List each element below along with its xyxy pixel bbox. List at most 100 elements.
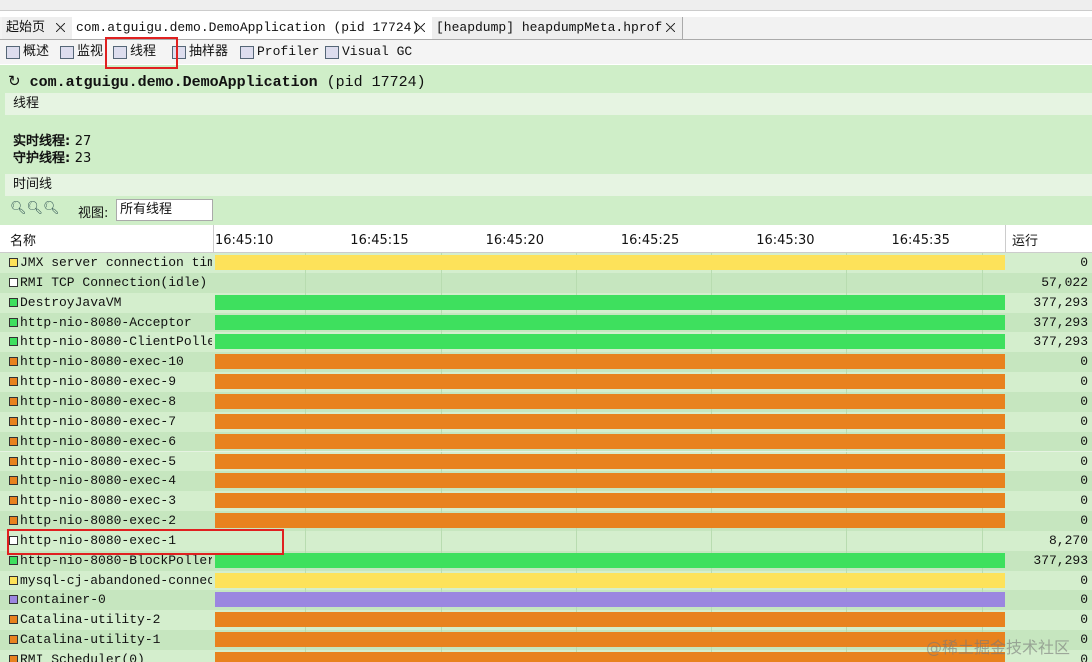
thread-name: http-nio-8080-Acceptor xyxy=(20,314,192,330)
thread-row: mysql-cj-abandoned-connecti 0 xyxy=(0,570,1092,592)
running-value: 0 xyxy=(1080,255,1088,270)
state-icon xyxy=(9,416,18,426)
state-icon xyxy=(9,297,18,307)
time-tick: 16:45:10 xyxy=(215,233,274,248)
subtab[interactable]: 监视 xyxy=(77,44,104,59)
subtab[interactable]: Profiler xyxy=(257,44,320,59)
running-value: 0 xyxy=(1080,632,1088,648)
running-value: 0 xyxy=(1080,652,1088,662)
time-tick: 16:45:25 xyxy=(620,233,680,248)
thread-name: http-nio-8080-exec-1 xyxy=(20,532,177,548)
thread-name: mysql-cj-abandoned-connecti xyxy=(20,572,212,588)
table-body: JMX server connection timeo 0 RMI TCP Conn… xyxy=(0,253,1092,662)
thread-row: http-nio-8080-exec-4 0 xyxy=(0,471,1092,493)
tab-label: 起始页 xyxy=(6,20,46,35)
thread-name: http-nio-8080-exec-4 xyxy=(20,473,177,489)
thread-name: http-nio-8080-exec-5 xyxy=(20,453,177,469)
grid-line xyxy=(440,272,442,293)
daemon-threads: 守护线程: 23 xyxy=(13,147,91,166)
running-value: 0 xyxy=(1080,572,1088,588)
running-value: 0 xyxy=(1080,493,1088,509)
section-header: 时间线 xyxy=(5,174,1092,196)
tab-bar: 起始页 com.atguigu.demo.DemoApplication (pid… xyxy=(0,17,1092,40)
running-value: 0 xyxy=(1080,473,1088,489)
thread-row: container-0 0 xyxy=(0,590,1092,612)
state-icon xyxy=(9,655,18,662)
running-value: 377,293 xyxy=(1033,314,1088,330)
subtab[interactable]: 概述 xyxy=(23,44,50,59)
grid-line xyxy=(981,530,983,551)
running-value: 0 xyxy=(1080,393,1088,409)
running-value: 377,293 xyxy=(1033,334,1088,350)
state-bar xyxy=(215,334,1005,350)
thread-name: Catalina-utility-2 xyxy=(20,612,161,628)
close-icon[interactable] xyxy=(666,23,675,32)
close-icon[interactable] xyxy=(416,23,425,32)
subtab[interactable]: Visual GC xyxy=(342,44,413,59)
running-value: 0 xyxy=(1080,513,1088,529)
time-tick: 16:45:35 xyxy=(891,233,950,248)
running-value: 8,270 xyxy=(1048,532,1088,548)
thread-name: container-0 xyxy=(20,592,106,608)
state-bar xyxy=(215,632,1005,648)
tab[interactable]: 起始页 xyxy=(2,17,73,39)
state-bar xyxy=(215,314,1005,330)
thread-row: DestroyJavaVM 377,293 xyxy=(0,292,1092,314)
thread-row: http-nio-8080-exec-9 0 xyxy=(0,372,1092,393)
state-icon xyxy=(9,555,18,565)
app-header: ↻ com.atguigu.demo.DemoApplication (pid … xyxy=(8,74,426,91)
thread-name: RMI TCP Connection(idle) xyxy=(20,274,208,290)
highlight xyxy=(7,529,284,555)
thread-row: RMI Scheduler(0) 0 xyxy=(0,650,1092,662)
running-value: 0 xyxy=(1080,592,1088,608)
close-icon[interactable] xyxy=(56,23,65,32)
thread-name: http-nio-8080-ClientPoller xyxy=(20,334,212,350)
running-value: 377,293 xyxy=(1033,294,1088,310)
grid-line xyxy=(440,530,442,551)
thread-row: http-nio-8080-exec-8 0 xyxy=(0,391,1092,413)
state-icon xyxy=(9,575,18,585)
grid-line xyxy=(711,530,713,551)
running-value: 377,293 xyxy=(1033,552,1088,568)
running-header: 运行 xyxy=(1012,234,1039,249)
table-header: 名称 运行 16:45:10 16:45:15 16:45:20 16:45:25 16:4… xyxy=(0,225,1092,253)
state-icon xyxy=(9,496,18,506)
thread-name: http-nio-8080-exec-7 xyxy=(20,413,177,429)
thread-row: http-nio-8080-exec-10 0 xyxy=(0,352,1092,374)
state-icon xyxy=(9,277,18,287)
thread-name: RMI Scheduler(0) xyxy=(20,652,145,662)
running-value: 0 xyxy=(1080,433,1088,449)
grid-line xyxy=(846,530,848,551)
subtab[interactable]: 线程 xyxy=(130,44,157,59)
live-threads: 实时线程: 27 xyxy=(13,130,91,149)
state-bar xyxy=(215,592,1005,608)
divider xyxy=(1005,225,1006,252)
state-icon xyxy=(9,476,18,486)
thread-name: http-nio-8080-exec-10 xyxy=(20,354,184,370)
state-bar xyxy=(215,453,1005,469)
view-label: 视图: xyxy=(78,206,109,221)
grid-line xyxy=(981,272,983,293)
state-icon xyxy=(9,516,18,526)
subtab-icon xyxy=(325,46,339,59)
thread-name: JMX server connection timeo xyxy=(20,255,212,270)
thread-name: http-nio-8080-exec-9 xyxy=(20,374,177,390)
state-bar xyxy=(215,493,1005,509)
label: 实时线程: xyxy=(13,134,71,149)
grid-line xyxy=(305,530,307,551)
thread-row: http-nio-8080-exec-6 0 xyxy=(0,431,1092,453)
running-value: 0 xyxy=(1080,374,1088,390)
value: 23 xyxy=(74,151,92,166)
thread-row: http-nio-8080-exec-5 0 xyxy=(0,451,1092,473)
grid-line xyxy=(711,272,713,293)
view-dropdown[interactable]: 所有线程 xyxy=(116,199,213,221)
section-header: 线程 xyxy=(5,93,1092,115)
tab[interactable]: com.atguigu.demo.DemoApplication (pid 17… xyxy=(72,17,433,39)
app-title: com.atguigu.demo.DemoApplication xyxy=(29,74,318,91)
zoom-icons[interactable]: 🔍︎🔍︎🔍︎ xyxy=(10,201,60,216)
tab[interactable]: [heapdump] heapdumpMeta.hprof xyxy=(432,17,683,39)
subtab[interactable]: 抽样器 xyxy=(189,44,229,59)
label: 守护线程: xyxy=(13,151,71,166)
top-strip xyxy=(0,0,1092,11)
